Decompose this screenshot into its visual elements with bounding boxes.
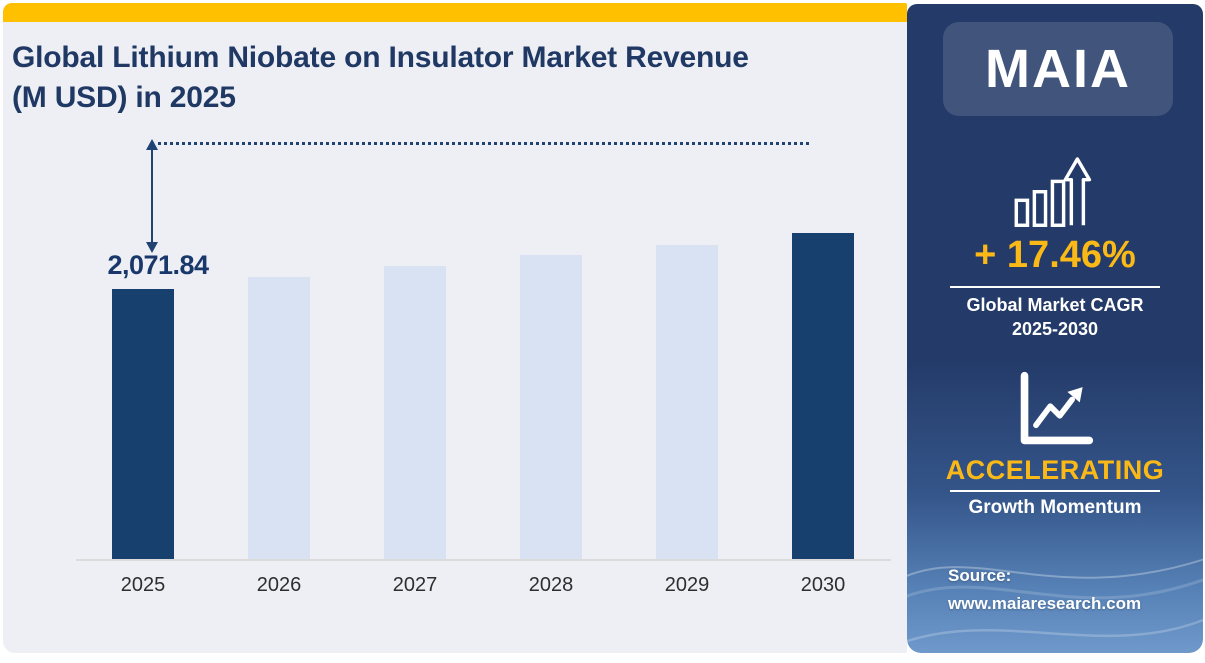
x-axis-label-2030: 2030	[800, 574, 846, 596]
divider	[950, 286, 1160, 288]
bar-2028	[520, 255, 582, 560]
x-axis-label-2026: 2026	[256, 574, 302, 596]
divider	[950, 490, 1160, 492]
bar-2030	[792, 233, 854, 560]
cagr-value: + 17.46%	[974, 234, 1136, 276]
brand-logo-text: MAIA	[985, 39, 1131, 99]
value-label-2025: 2,071.84	[107, 250, 209, 280]
source-url: www.maiaresearch.com	[948, 594, 1142, 613]
cagr-label-line2: 2025-2030	[1011, 319, 1099, 339]
cagr-label-line1: Global Market CAGR	[966, 295, 1144, 315]
brand-badge: MAIA	[943, 22, 1173, 116]
sidebar: MAIA + 17.46% Global Market CAGR 2025-20…	[907, 4, 1203, 653]
x-axis-label-2025: 2025	[120, 574, 166, 596]
x-axis-label-2028: 2028	[528, 574, 574, 596]
line-chart-icon-wrap	[907, 370, 1203, 455]
axis-baseline	[76, 559, 891, 561]
x-axis-label-2027: 2027	[392, 574, 438, 596]
annotation-arrow-icon	[146, 139, 158, 253]
line-chart-up-icon	[1020, 371, 1094, 445]
chart-title: Global Lithium Niobate on Insulator Mark…	[12, 38, 872, 118]
momentum-label: Growth Momentum	[968, 497, 1142, 518]
bar-growth-arrow-icon	[1014, 157, 1092, 227]
chart-title-line2: (M USD) in 2025	[12, 81, 236, 114]
source-label: Source:	[948, 566, 1012, 585]
swoosh-graphic	[907, 558, 1203, 643]
x-axis-label-2029: 2029	[664, 574, 710, 596]
bar-2026	[248, 277, 310, 560]
bar-2027	[384, 266, 446, 560]
annotation-dotted-line	[151, 142, 809, 145]
bar-2029	[656, 245, 718, 560]
momentum-value: ACCELERATING	[945, 455, 1165, 485]
chart-title-line1: Global Lithium Niobate on Insulator Mark…	[12, 41, 749, 74]
accent-top-bar	[3, 3, 907, 22]
bar-growth-icon-wrap	[907, 150, 1203, 235]
bar-2025	[112, 289, 174, 560]
cagr-label: Global Market CAGR 2025-2030	[907, 293, 1203, 341]
source-block: Source: www.maiaresearch.com	[948, 562, 1141, 618]
